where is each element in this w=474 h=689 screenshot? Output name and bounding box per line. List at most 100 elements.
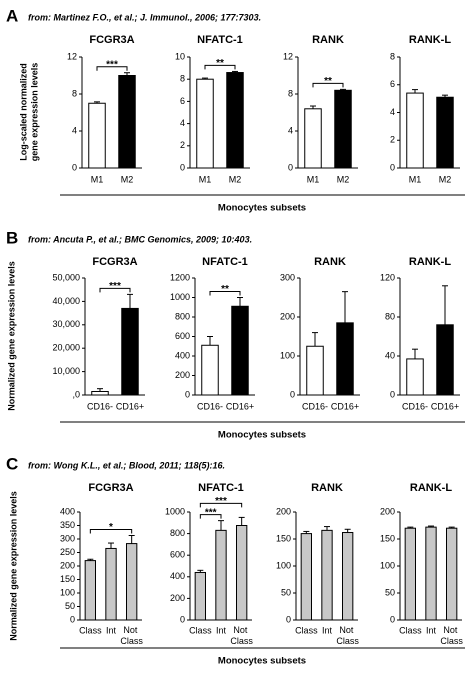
y-tick-label: 0 xyxy=(286,614,291,624)
y-tick-label: 0 xyxy=(290,389,295,399)
y-tick-label: 8 xyxy=(288,88,293,98)
chart-title: NFATC-1 xyxy=(202,256,248,268)
bar xyxy=(88,102,106,169)
bar xyxy=(306,345,324,396)
bar xyxy=(406,358,424,396)
y-tick-label: 100 xyxy=(280,350,295,360)
bar xyxy=(436,324,454,396)
y-tick-label: 120 xyxy=(380,272,395,282)
bar xyxy=(121,307,139,396)
bar xyxy=(336,322,354,396)
y-tick-label: 100 xyxy=(380,560,395,570)
significance-bracket xyxy=(199,502,243,508)
y-tick-label: 50,000 xyxy=(52,272,80,282)
chart-title: NFATC-1 xyxy=(198,482,244,494)
panel-letter: C xyxy=(6,454,18,473)
chart-title: RANK xyxy=(311,482,343,494)
bar xyxy=(334,89,352,169)
y-tick-label: 8 xyxy=(180,74,185,84)
chart-title: RANK-L xyxy=(410,482,452,494)
bar xyxy=(201,344,219,396)
source: from: Ancuta P., et al.; BMC Genomics, 2… xyxy=(28,234,252,244)
chart-title: RANK xyxy=(314,256,346,268)
y-axis-label: gene expression levels xyxy=(29,63,39,162)
y-tick-label: 50 xyxy=(65,601,75,611)
significance-bracket xyxy=(89,528,133,534)
x-tick-label: Not Class xyxy=(440,625,463,646)
x-tick-label: CD16- xyxy=(302,401,328,411)
significance-label: ** xyxy=(221,284,229,295)
y-tick-label: 400 xyxy=(60,506,75,516)
x-tick-label: Class xyxy=(399,625,422,635)
y-tick-label: 600 xyxy=(170,550,185,560)
x-tick-label: M2 xyxy=(439,174,452,184)
bar xyxy=(91,390,109,396)
source: from: Wong K.L., et al.; Blood, 2011; 11… xyxy=(28,460,225,470)
y-tick-label: 300 xyxy=(280,272,295,282)
x-tick-label: Not Class xyxy=(336,625,359,646)
y-tick-label: 150 xyxy=(380,533,395,543)
x-axis-label: Monocytes subsets xyxy=(218,430,306,441)
y-tick-label: 4 xyxy=(180,118,185,128)
y-tick-label: 2 xyxy=(390,135,395,145)
bar xyxy=(304,108,322,169)
y-tick-label: 4 xyxy=(72,125,77,135)
significance-label: *** xyxy=(106,59,118,70)
bar xyxy=(300,533,312,621)
y-tick-label: 300 xyxy=(60,533,75,543)
x-tick-label: Class xyxy=(189,625,212,635)
significance-label: ** xyxy=(324,76,332,87)
y-tick-label: 40,000 xyxy=(52,296,80,306)
y-tick-label: 200 xyxy=(175,370,190,380)
y-tick-label: 800 xyxy=(170,528,185,538)
bar xyxy=(425,526,437,621)
y-tick-label: 12 xyxy=(67,51,77,61)
x-tick-label: M2 xyxy=(229,174,242,184)
bar xyxy=(196,78,214,169)
x-tick-label: M1 xyxy=(307,174,320,184)
source: from: Martinez F.O., et al.; J. Immunol.… xyxy=(28,12,261,22)
bar xyxy=(342,532,354,621)
y-axis-label: Log-scaled normalized xyxy=(18,63,28,161)
y-tick-label: 0 xyxy=(72,162,77,172)
y-tick-label: 0 xyxy=(180,162,185,172)
y-tick-label: 8 xyxy=(72,88,77,98)
bar xyxy=(321,529,333,621)
x-tick-label: Class xyxy=(295,625,318,635)
x-axis-label: Monocytes subsets xyxy=(218,203,306,214)
y-tick-label: 400 xyxy=(175,350,190,360)
y-tick-label: 0 xyxy=(180,614,185,624)
bar xyxy=(215,529,227,621)
x-tick-label: Class xyxy=(79,625,102,635)
x-tick-label: CD16+ xyxy=(431,401,459,411)
x-tick-label: CD16- xyxy=(197,401,223,411)
bar xyxy=(231,305,249,396)
y-tick-label: 6 xyxy=(390,79,395,89)
y-tick-label: 0 xyxy=(185,389,190,399)
y-tick-label: 12 xyxy=(283,51,293,61)
significance-label: *** xyxy=(215,496,227,507)
bar xyxy=(236,525,248,621)
bar xyxy=(126,543,138,621)
x-tick-label: Not Class xyxy=(230,625,253,646)
y-tick-label: 4 xyxy=(390,107,395,117)
bar xyxy=(406,92,424,169)
bar xyxy=(404,527,416,621)
y-tick-label: 30,000 xyxy=(52,319,80,329)
significance-bracket xyxy=(96,66,128,71)
chart-title: NFATC-1 xyxy=(197,34,243,46)
y-tick-label: 80 xyxy=(385,311,395,321)
x-axis-label: Monocytes subsets xyxy=(218,656,306,667)
x-tick-label: CD16+ xyxy=(226,401,254,411)
chart-title: RANK-L xyxy=(409,34,451,46)
y-tick-label: 10 xyxy=(175,51,185,61)
x-tick-label: CD16+ xyxy=(331,401,359,411)
significance-bracket xyxy=(99,287,131,293)
y-tick-label: 100 xyxy=(60,587,75,597)
significance-label: * xyxy=(109,522,113,533)
panel-letter: B xyxy=(6,228,18,247)
bar xyxy=(105,547,117,621)
bar xyxy=(118,75,136,169)
y-tick-label: 350 xyxy=(60,520,75,530)
